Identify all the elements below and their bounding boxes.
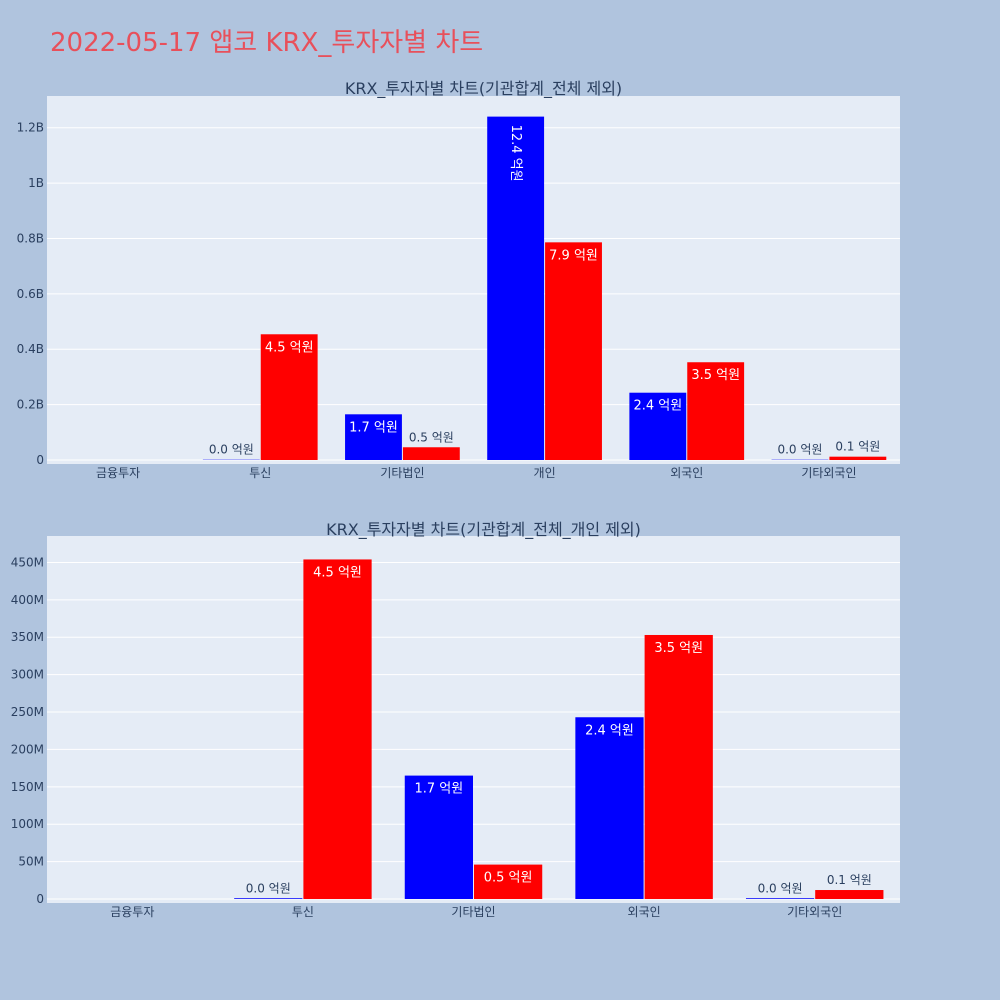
- y-tick-label: 400M: [11, 593, 44, 607]
- bar-sell: [687, 362, 745, 460]
- data-label: 0.1 억원: [835, 440, 880, 454]
- page-title: 2022-05-17 앱코 KRX_투자자별 차트: [50, 28, 484, 58]
- bar-sell: [829, 456, 887, 460]
- data-label: 0.5 억원: [409, 430, 454, 444]
- y-tick-label: 250M: [11, 705, 44, 719]
- data-label: 7.9 억원: [549, 248, 598, 263]
- y-tick-label: 350M: [11, 630, 44, 644]
- bar-buy: [487, 116, 545, 460]
- x-tick-label: 투신: [292, 905, 314, 919]
- x-tick-label: 기타외국인: [801, 466, 856, 480]
- x-tick-label: 투신: [249, 466, 271, 480]
- bar-sell: [303, 559, 372, 899]
- y-tick-label: 0.8B: [17, 231, 44, 245]
- bar-sell: [260, 334, 318, 460]
- plot-area: [47, 96, 900, 464]
- x-tick-label: 기타외국인: [787, 905, 842, 919]
- data-label: 0.5 억원: [484, 871, 533, 886]
- plot-area: [47, 536, 900, 903]
- data-label: 0.0 억원: [246, 881, 291, 895]
- data-label: 0.0 억원: [209, 443, 254, 457]
- data-label: 1.7 억원: [349, 420, 398, 435]
- data-label: 3.5 억원: [654, 641, 703, 656]
- x-tick-label: 외국인: [628, 905, 661, 919]
- chart-title: KRX_투자자별 차트(기관합계_전체_개인 제외): [326, 520, 641, 540]
- data-label: 0.0 억원: [758, 881, 803, 895]
- bar-sell: [644, 634, 713, 899]
- chart-2: 0 50M 100M 150M 200M 250M 300M 350M 400M 450M KRX_…: [11, 520, 900, 919]
- bar-buy: [345, 414, 402, 460]
- data-label: 2.4 억원: [633, 399, 682, 414]
- data-label: 4.5 억원: [265, 340, 314, 355]
- y-tick-label: 100M: [11, 817, 44, 831]
- data-label: 12.4 억원: [508, 125, 523, 182]
- y-tick-label: 150M: [11, 780, 44, 794]
- bar-buy: [234, 898, 303, 899]
- data-label: 3.5 억원: [691, 368, 740, 383]
- x-tick-label: 금융투자: [96, 466, 140, 480]
- data-label: 1.7 억원: [415, 782, 464, 797]
- y-tick-label: 1.2B: [17, 121, 44, 135]
- data-label: 4.5 억원: [313, 565, 362, 580]
- x-tick-label: 금융투자: [110, 905, 154, 919]
- bar-sell: [474, 864, 543, 899]
- x-tick-label: 외국인: [670, 466, 703, 480]
- bar-sell: [402, 447, 460, 460]
- bar-buy: [575, 717, 644, 899]
- bar-sell: [545, 242, 602, 460]
- data-label: 2.4 억원: [585, 723, 634, 738]
- y-tick-label: 450M: [11, 555, 44, 569]
- y-tick-label: 0.4B: [17, 342, 44, 356]
- y-tick-label: 0.6B: [17, 287, 44, 301]
- y-tick-label: 300M: [11, 668, 44, 682]
- y-tick-label: 50M: [18, 855, 44, 869]
- chart-title: KRX_투자자별 차트(기관합계_전체 제외): [345, 79, 622, 99]
- bar-sell: [815, 890, 884, 899]
- bar-buy: [629, 392, 687, 460]
- chart-1: 0 0.2B 0.4B 0.6B 0.8B 1B 1.2B KRX_투자자별 차트(기관합계_…: [17, 79, 900, 480]
- y-tick-label: 0.2B: [17, 398, 44, 412]
- x-tick-label: 기타법인: [380, 466, 424, 480]
- y-tick-label: 0: [36, 453, 44, 467]
- y-tick-label: 1B: [28, 176, 44, 190]
- x-tick-label: 기타법인: [451, 905, 495, 919]
- data-label: 0.1 억원: [827, 873, 872, 887]
- x-tick-label: 개인: [534, 466, 556, 480]
- bar-buy: [404, 775, 473, 899]
- y-tick-label: 0: [36, 892, 44, 906]
- bar-buy: [745, 898, 815, 899]
- data-label: 0.0 억원: [777, 443, 822, 457]
- y-tick-label: 200M: [11, 742, 44, 756]
